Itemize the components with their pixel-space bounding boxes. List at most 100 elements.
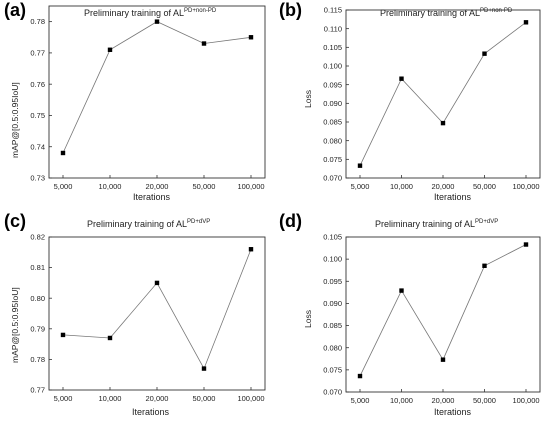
- chart-panel-a: (a) Preliminary training of ALPD+non-PD …: [0, 0, 275, 210]
- y-tick-label: 0.81: [30, 263, 45, 272]
- panel-label: (b): [279, 0, 302, 20]
- x-tick-label: 20,000: [432, 182, 455, 191]
- panel-label: (c): [4, 211, 26, 231]
- x-tick-label: 5,000: [351, 396, 370, 405]
- x-tick-label: 10,000: [390, 182, 413, 191]
- y-tick-label: 0.095: [323, 277, 342, 286]
- x-tick-label: 5,000: [54, 394, 73, 403]
- y-tick-label: 0.070: [323, 174, 342, 183]
- plot-area: 0.77 0.78 0.79 0.80 0.81 0.82 5,000 10,000 20,00…: [30, 233, 266, 403]
- y-tick-label: 0.77: [30, 386, 45, 395]
- chart-title-text: Preliminary training of AL: [375, 219, 476, 229]
- data-point: [248, 35, 254, 40]
- series-line: [62, 249, 252, 370]
- data-point: [107, 335, 113, 341]
- chart-title-text: Preliminary training of AL: [84, 8, 185, 18]
- data-point: [523, 242, 529, 247]
- chart-title: Preliminary training of ALPD+dVP: [87, 219, 210, 229]
- x-axis-label: Iterations: [133, 192, 171, 202]
- data-point: [357, 373, 363, 379]
- y-tick-label: 0.75: [30, 111, 45, 120]
- y-tick-label: 0.79: [30, 324, 45, 333]
- chart-title-superscript: PD+dVP: [187, 219, 211, 225]
- chart-panel-d: (d) Preliminary training of ALPD+dVP Los…: [275, 211, 550, 421]
- data-point: [523, 20, 529, 25]
- y-tick-label: 0.100: [323, 255, 342, 264]
- x-tick-label: 10,000: [99, 394, 122, 403]
- x-axis-label: Iterations: [434, 407, 472, 417]
- data-point: [399, 76, 404, 81]
- y-tick-label: 0.100: [323, 62, 342, 71]
- x-tick-label: 10,000: [99, 182, 122, 191]
- axis-frame: [48, 236, 266, 391]
- y-tick-label: 0.085: [323, 118, 342, 127]
- x-tick-label: 100,000: [512, 396, 539, 405]
- data-point: [399, 288, 404, 293]
- data-point: [154, 280, 160, 286]
- x-tick-label: 100,000: [512, 182, 539, 191]
- data-point: [248, 247, 254, 252]
- x-tick-label: 50,000: [193, 394, 216, 403]
- x-axis-label: Iterations: [132, 407, 170, 417]
- y-tick-label: 0.80: [30, 294, 45, 303]
- chart-title-superscript: PD+non-PD: [184, 8, 217, 14]
- x-tick-label: 100,000: [237, 182, 264, 191]
- y-tick-label: 0.075: [323, 155, 342, 164]
- plot-area: 0.070 0.075 0.080 0.085 0.090 0.095 0.100 0.105…: [323, 233, 541, 405]
- axis-frame: [48, 5, 266, 179]
- series-line: [359, 21, 527, 166]
- x-tick-label: 20,000: [146, 182, 169, 191]
- chart-title-superscript: PD+dVP: [475, 219, 499, 225]
- chart-title: Preliminary training of ALPD+non-PD: [380, 8, 512, 18]
- data-point: [107, 47, 113, 52]
- y-tick-label: 0.78: [30, 355, 45, 364]
- chart-title-text: Preliminary training of AL: [87, 219, 188, 229]
- y-tick-label: 0.82: [30, 233, 45, 242]
- panel-label: (d): [279, 211, 302, 231]
- data-point: [201, 366, 207, 371]
- y-tick-label: 0.76: [30, 80, 45, 89]
- y-tick-label: 0.73: [30, 174, 45, 183]
- data-point: [482, 263, 487, 268]
- x-tick-label: 10,000: [390, 396, 413, 405]
- y-tick-label: 0.115: [324, 6, 342, 15]
- y-tick-label: 0.085: [323, 321, 342, 330]
- axis-frame: [345, 9, 541, 179]
- x-tick-label: 50,000: [193, 182, 216, 191]
- x-tick-label: 50,000: [473, 182, 496, 191]
- y-tick-label: 0.070: [323, 388, 342, 397]
- data-point: [60, 150, 66, 156]
- chart-title: Preliminary training of ALPD+dVP: [375, 219, 498, 229]
- y-tick-label: 0.105: [323, 233, 342, 242]
- chart-title-superscript: PD+non-PD: [480, 8, 513, 14]
- data-point: [440, 120, 446, 126]
- data-point: [357, 163, 363, 168]
- chart-panel-b: (b) Preliminary training of ALPD+non-PD …: [275, 0, 550, 210]
- chart-panel-c: (c) Preliminary training of ALPD+dVP mAP…: [0, 211, 275, 421]
- y-tick-label: 0.080: [323, 343, 342, 352]
- y-tick-label: 0.110: [324, 24, 342, 33]
- x-tick-label: 20,000: [146, 394, 169, 403]
- y-tick-label: 0.74: [30, 142, 45, 151]
- y-tick-label: 0.090: [323, 299, 342, 308]
- y-tick-label: 0.78: [30, 17, 45, 26]
- x-tick-label: 20,000: [432, 396, 455, 405]
- x-tick-label: 5,000: [54, 182, 73, 191]
- x-axis-label: Iterations: [434, 192, 472, 202]
- data-point: [482, 51, 487, 56]
- series-line: [62, 21, 252, 154]
- y-tick-label: 0.075: [323, 365, 342, 374]
- plot-area: 0.070 0.075 0.080 0.085 0.090 0.095 0.100 0.105…: [323, 6, 541, 191]
- y-tick-label: 0.090: [323, 99, 342, 108]
- data-point: [60, 332, 66, 338]
- y-tick-label: 0.105: [323, 43, 342, 52]
- panel-label: (a): [4, 0, 26, 20]
- chart-title: Preliminary training of ALPD+non-PD: [84, 8, 216, 18]
- x-tick-label: 5,000: [351, 182, 370, 191]
- data-point: [440, 357, 446, 362]
- y-tick-label: 0.080: [323, 136, 342, 145]
- data-point: [154, 19, 160, 24]
- x-tick-label: 100,000: [237, 394, 264, 403]
- y-tick-label: 0.77: [30, 49, 45, 58]
- series-line: [359, 244, 527, 377]
